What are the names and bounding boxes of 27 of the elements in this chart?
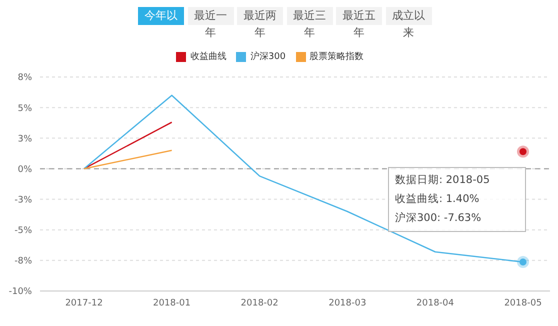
x-tick-label: 2018-05 xyxy=(504,298,542,308)
y-tick-label: -5% xyxy=(14,226,32,236)
y-tick-label: 5% xyxy=(18,104,32,114)
y-tick-label: 0% xyxy=(18,164,32,175)
y-tick-label: -3% xyxy=(14,195,32,206)
annotation: 收益曲线: 1.40% xyxy=(395,192,480,207)
legend-label: 收益曲线 xyxy=(190,52,226,62)
annotation: 沪深300: -7.63% xyxy=(395,211,482,226)
y-tick-label: 8% xyxy=(18,73,32,84)
x-tick-label: 2017-12 xyxy=(65,298,103,308)
x-tick-label: 2018-01 xyxy=(152,298,191,308)
x-tick-label: 2018-02 xyxy=(240,298,278,308)
text: 最近五年 xyxy=(342,9,376,40)
y-tick-label: -8% xyxy=(14,256,32,267)
text: 最近两年 xyxy=(242,9,278,40)
annotation: 数据日期: 2018-05 xyxy=(395,173,491,188)
tooltip-box: 数据日期: 2018-05 收益曲线: 1.40% 沪深300: -7.63% xyxy=(388,167,526,232)
x-tick-label: 2018-03 xyxy=(328,298,366,308)
legend-label: 股票策略指数 xyxy=(310,52,364,62)
text: 成立以来 xyxy=(391,9,426,40)
y-tick-label: 3% xyxy=(18,134,32,144)
text: 今年以 xyxy=(138,9,184,23)
text: 最近三年 xyxy=(292,9,327,40)
legend-label: 沪深300 xyxy=(250,52,286,62)
y-tick-label: -10% xyxy=(8,287,32,298)
text: 最近一年 xyxy=(193,9,228,40)
x-tick-label: 2018-04 xyxy=(416,298,454,308)
